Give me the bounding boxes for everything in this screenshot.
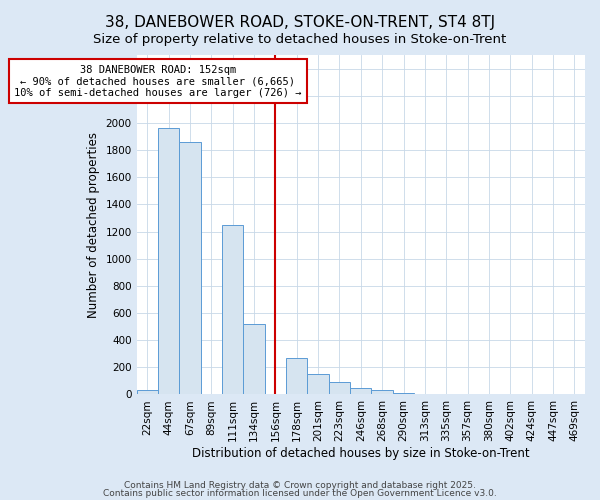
Text: Contains public sector information licensed under the Open Government Licence v3: Contains public sector information licen… xyxy=(103,489,497,498)
Bar xyxy=(222,224,244,394)
Text: Size of property relative to detached houses in Stoke-on-Trent: Size of property relative to detached ho… xyxy=(94,32,506,46)
Bar xyxy=(307,374,329,394)
Text: 38 DANEBOWER ROAD: 152sqm
← 90% of detached houses are smaller (6,665)
10% of se: 38 DANEBOWER ROAD: 152sqm ← 90% of detac… xyxy=(14,64,302,98)
Bar xyxy=(286,358,307,395)
Bar xyxy=(137,390,158,394)
Bar xyxy=(350,388,371,394)
Bar xyxy=(371,390,393,394)
Text: 38, DANEBOWER ROAD, STOKE-ON-TRENT, ST4 8TJ: 38, DANEBOWER ROAD, STOKE-ON-TRENT, ST4 … xyxy=(105,15,495,30)
Bar xyxy=(179,142,200,395)
Bar xyxy=(158,128,179,394)
Bar xyxy=(244,324,265,394)
Y-axis label: Number of detached properties: Number of detached properties xyxy=(87,132,100,318)
Text: Contains HM Land Registry data © Crown copyright and database right 2025.: Contains HM Land Registry data © Crown c… xyxy=(124,480,476,490)
Bar xyxy=(329,382,350,394)
Bar xyxy=(393,393,414,394)
X-axis label: Distribution of detached houses by size in Stoke-on-Trent: Distribution of detached houses by size … xyxy=(192,447,530,460)
